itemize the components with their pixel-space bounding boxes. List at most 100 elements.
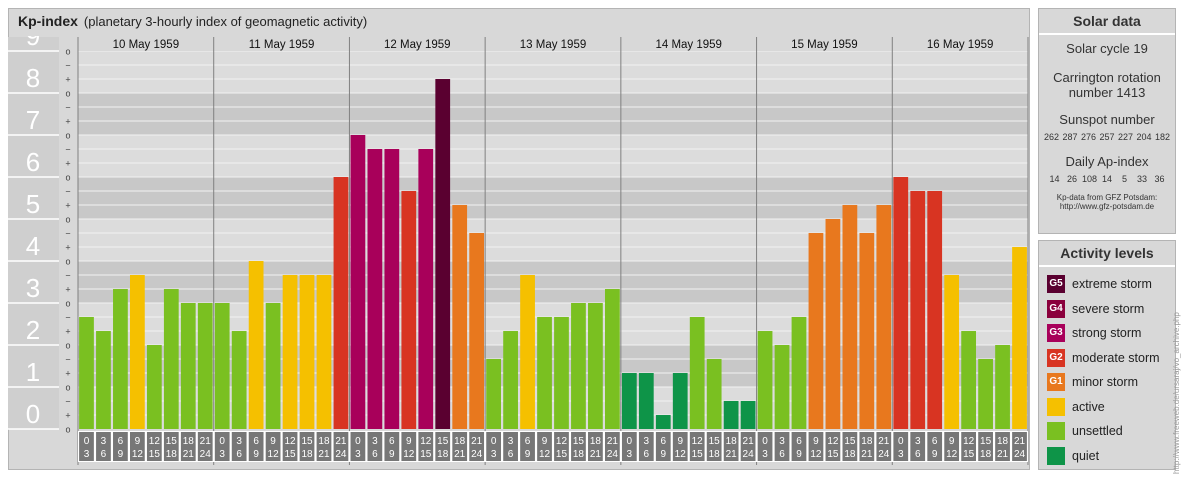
interval-start: 18 [183, 436, 195, 447]
kp-bar [452, 205, 468, 429]
legend-label: active [1072, 399, 1105, 414]
legend-label: minor storm [1072, 375, 1138, 389]
interval-cell [79, 432, 94, 461]
interval-start: 6 [118, 436, 124, 447]
y-tick-label: 4 [26, 231, 40, 261]
interval-start: 15 [573, 436, 585, 447]
interval-start: 3 [644, 436, 650, 447]
interval-end: 24 [878, 449, 890, 460]
legend-label: severe storm [1072, 301, 1145, 316]
interval-cell [384, 432, 400, 461]
interval-cell [961, 432, 977, 461]
interval-start: 21 [471, 436, 483, 447]
kp-bar [163, 289, 179, 429]
minor-tick-mark: + [65, 75, 70, 85]
kp-bar [706, 358, 722, 429]
interval-end: 24 [200, 449, 212, 460]
legend-swatch: G3 [1047, 324, 1065, 342]
interval-end: 6 [508, 449, 514, 460]
legend-label: quiet [1072, 448, 1100, 463]
interval-cell [689, 432, 705, 461]
kp-bar [655, 415, 671, 429]
interval-cell [910, 432, 926, 461]
kp-bar [367, 148, 383, 429]
interval-end: 3 [627, 449, 633, 460]
interval-cell [842, 432, 858, 461]
kp-bar [418, 148, 434, 429]
interval-cell [604, 432, 620, 461]
kp-bar [214, 303, 230, 429]
kp-bar [621, 373, 637, 429]
minor-tick-mark: o [65, 47, 70, 57]
day-label: 13 May 1959 [520, 39, 587, 51]
legend-label: strong storm [1072, 326, 1142, 340]
interval-end: 24 [1014, 449, 1026, 460]
interval-end: 12 [675, 449, 687, 460]
interval-cell [452, 432, 468, 461]
kp-bar [638, 373, 654, 429]
kp-bar [893, 177, 909, 429]
activity-levels-heading: Activity levels [1039, 241, 1175, 267]
interval-end: 9 [253, 449, 259, 460]
interval-start: 15 [844, 436, 856, 447]
interval-start: 3 [101, 436, 107, 447]
interval-start: 21 [335, 436, 347, 447]
y-tick-label: 2 [26, 315, 40, 345]
interval-end: 15 [692, 449, 704, 460]
minor-tick-mark: o [65, 425, 70, 435]
minor-tick-mark: o [65, 257, 70, 267]
kp-bar [435, 79, 451, 429]
kp-bar [672, 373, 688, 429]
interval-end: 15 [556, 449, 568, 460]
interval-end: 24 [335, 449, 347, 460]
kp-bar [774, 345, 790, 429]
carrington-number: number 1413 [1068, 85, 1146, 100]
interval-cell [995, 432, 1010, 461]
interval-end: 15 [827, 449, 839, 460]
interval-start: 12 [420, 436, 432, 447]
kp-bar [486, 358, 502, 429]
kp-bar [757, 331, 773, 429]
interval-start: 9 [270, 436, 276, 447]
interval-start: 21 [743, 436, 755, 447]
minor-tick-mark: + [65, 369, 70, 379]
interval-end: 18 [166, 449, 178, 460]
kp-bar [978, 358, 993, 429]
ap-heading: Daily Ap-index [1065, 154, 1149, 169]
interval-start: 18 [454, 436, 466, 447]
interval-cell [486, 432, 502, 461]
kp-bar [961, 331, 977, 429]
minor-tick-mark: + [65, 411, 70, 421]
kp-chart: 10 May 1959 11 May 1959 12 May 1959 13 May … [8, 36, 1029, 465]
legend-swatch: G4 [1047, 299, 1065, 318]
interval-end: 15 [420, 449, 432, 460]
interval-start: 6 [525, 436, 531, 447]
solar-data-panel: Solar data Solar cycle 19 Carrington rot… [1038, 8, 1176, 234]
kp-bar [876, 205, 892, 429]
y-band [78, 135, 1028, 177]
interval-cell [571, 432, 586, 461]
interval-start: 3 [779, 436, 785, 447]
legend-swatch [1047, 422, 1065, 440]
kp-bar [571, 303, 586, 429]
kp-bar [265, 303, 281, 429]
kp-bar [146, 345, 162, 429]
interval-cell [129, 432, 145, 461]
kp-bar [944, 274, 960, 429]
kp-bar [859, 232, 875, 429]
interval-start: 0 [355, 436, 361, 447]
y-band [78, 177, 1028, 219]
interval-end: 21 [590, 449, 602, 460]
y-tick-label: 7 [26, 105, 40, 135]
interval-cell [672, 432, 688, 461]
kp-bar [469, 232, 485, 429]
interval-end: 18 [709, 449, 721, 460]
interval-cell [740, 432, 756, 461]
day-label: 15 May 1959 [791, 39, 858, 51]
interval-end: 3 [762, 449, 768, 460]
sunspot-heading: Sunspot number [1059, 112, 1155, 127]
interval-start: 0 [898, 436, 904, 447]
interval-end: 3 [84, 449, 90, 460]
interval-end: 15 [963, 449, 975, 460]
interval-cell [876, 432, 892, 461]
